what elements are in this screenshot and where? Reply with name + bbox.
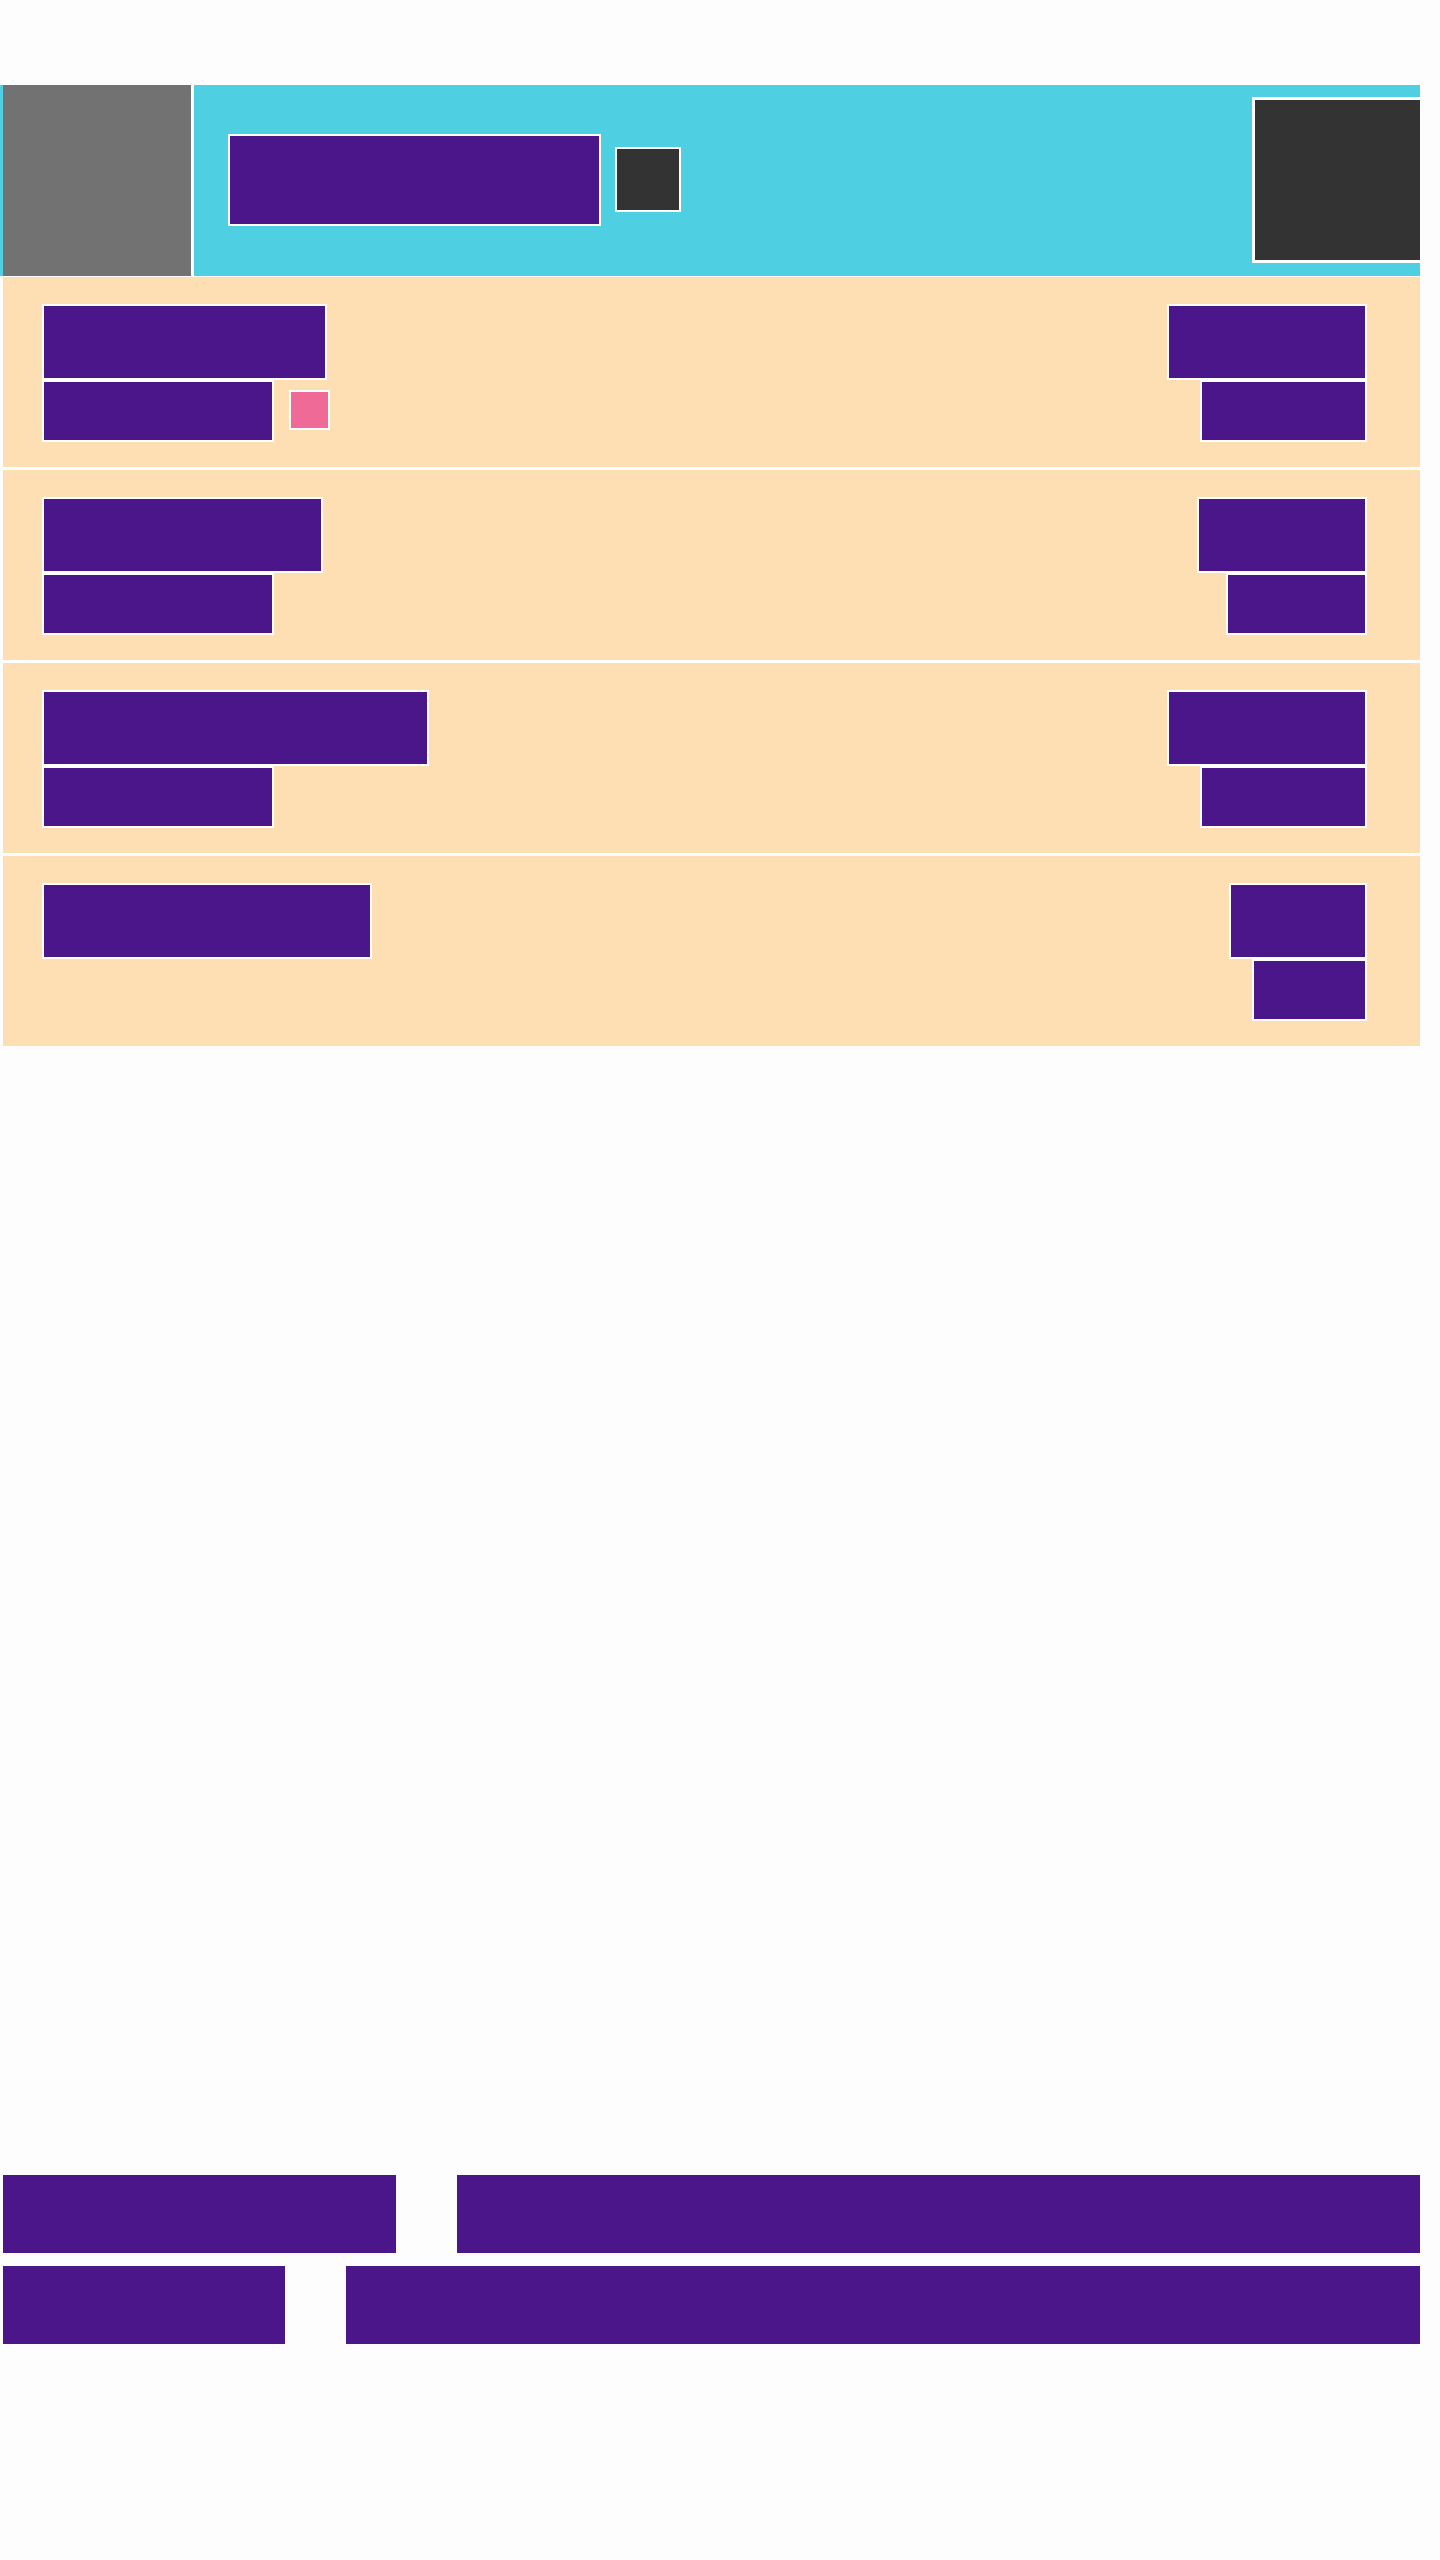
- menu-button[interactable]: [1252, 97, 1420, 263]
- list-item-title: [42, 304, 327, 380]
- footer-value: [346, 2266, 1420, 2344]
- header-title: [228, 134, 601, 226]
- list-item-title: [42, 497, 323, 573]
- list-item-meta: [1226, 573, 1367, 635]
- footer-value: [457, 2175, 1420, 2253]
- list-item-meta: [1252, 959, 1367, 1021]
- list-item-time: [1229, 883, 1367, 959]
- list-item-subtitle: [42, 380, 274, 442]
- list-item-time: [1167, 304, 1367, 380]
- status-icon: [615, 147, 681, 212]
- row-divider: [3, 467, 1420, 470]
- list-item-time: [1167, 690, 1367, 766]
- list-item-title: [42, 690, 429, 766]
- list-item-title: [42, 883, 372, 959]
- list-item-subtitle: [42, 573, 274, 635]
- list-item-meta: [1200, 766, 1367, 828]
- row-divider: [3, 660, 1420, 663]
- list-item-meta: [1200, 380, 1367, 442]
- footer-label: [3, 2175, 396, 2253]
- footer-label: [3, 2266, 285, 2344]
- row-divider: [3, 853, 1420, 856]
- list-item-subtitle: [42, 766, 274, 828]
- list-item-time: [1197, 497, 1367, 573]
- app-header: [0, 85, 1420, 276]
- unread-badge: [289, 390, 330, 430]
- avatar[interactable]: [3, 85, 194, 276]
